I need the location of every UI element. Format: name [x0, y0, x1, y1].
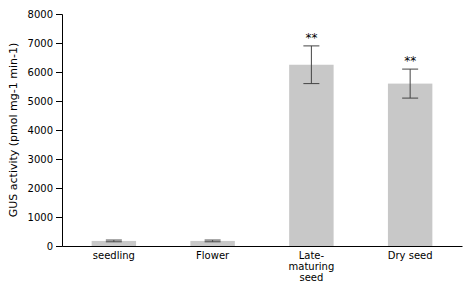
error-bar-cap	[106, 240, 122, 241]
tick-label: 8000	[28, 9, 53, 20]
error-bar-cap	[205, 241, 221, 242]
error-bar-cap	[303, 83, 319, 84]
tick: 7000	[28, 38, 62, 49]
tick-label: Dry seed	[388, 250, 433, 261]
tick-label: 2000	[28, 183, 53, 194]
axis-line	[63, 246, 463, 247]
tick-label: Late-maturingseed	[289, 250, 335, 283]
tick-mark	[56, 14, 62, 15]
marks	[92, 46, 433, 246]
error-bar-stem	[311, 46, 312, 84]
error-bar	[205, 240, 221, 242]
bar	[190, 241, 234, 246]
tick: 4000	[28, 125, 62, 136]
y-axis: 0 1000 2000 3000 4000 5000 6000 7000 8000	[28, 9, 63, 252]
chart: 0 1000 2000 3000 4000 5000 6000 7000 8000 seedlin…	[0, 0, 474, 296]
tick-mark	[56, 217, 62, 218]
error-bar-cap	[303, 45, 319, 46]
error-bar-cap	[402, 69, 418, 70]
tick-label: 7000	[28, 38, 53, 49]
error-bar-stem	[410, 69, 411, 98]
tick-label: 0	[47, 241, 53, 252]
error-bar	[402, 69, 418, 98]
error-bar-cap	[205, 240, 221, 241]
tick: 1000	[28, 212, 62, 223]
tick-label-line: seed	[299, 272, 323, 283]
tick-label-line: maturing	[289, 261, 335, 272]
x-axis: seedling Flower Late-maturingseed Dry seed	[63, 247, 463, 284]
tick-mark	[56, 188, 62, 189]
tick-label: 6000	[28, 67, 53, 78]
tick: Dry seed	[388, 250, 433, 261]
error-bar	[106, 240, 122, 242]
tick: 6000	[28, 67, 62, 78]
tick-mark	[56, 43, 62, 44]
tick-mark	[56, 159, 62, 160]
tick-label-line: Late-	[299, 250, 325, 261]
annotation: **	[404, 54, 416, 68]
tick-label: Flower	[196, 250, 230, 261]
bar	[388, 84, 432, 246]
tick-label: 3000	[28, 154, 53, 165]
tick-mark	[56, 72, 62, 73]
tick: Flower	[196, 250, 230, 261]
tick: 0	[47, 241, 62, 252]
tick: seedling	[93, 250, 135, 261]
tick-mark	[56, 101, 62, 102]
tick-label-line: Dry seed	[388, 250, 433, 261]
error-bar-cap	[402, 98, 418, 99]
tick-label: 5000	[28, 96, 53, 107]
axis-line	[56, 15, 63, 247]
y-axis-title: GUS activity (pmol mg-1 min-1)	[7, 43, 20, 218]
tick: 8000	[28, 9, 62, 20]
bar	[92, 241, 136, 246]
tick-label: 4000	[28, 125, 53, 136]
tick: 3000	[28, 154, 62, 165]
tick-mark	[56, 130, 62, 131]
error-bar-cap	[106, 241, 122, 242]
tick: 2000	[28, 183, 62, 194]
tick: Late-maturingseed	[289, 250, 335, 283]
plot: 0 1000 2000 3000 4000 5000 6000 7000 8000 seedlin…	[28, 9, 463, 283]
tick-mark	[56, 246, 62, 247]
tick-label: seedling	[93, 250, 135, 261]
tick-label-line: seedling	[93, 250, 135, 261]
annotation: **	[305, 31, 317, 45]
error-bar	[303, 46, 319, 84]
tick: 5000	[28, 96, 62, 107]
bar	[289, 65, 333, 246]
tick-label-line: Flower	[196, 250, 230, 261]
tick-label: 1000	[28, 212, 53, 223]
